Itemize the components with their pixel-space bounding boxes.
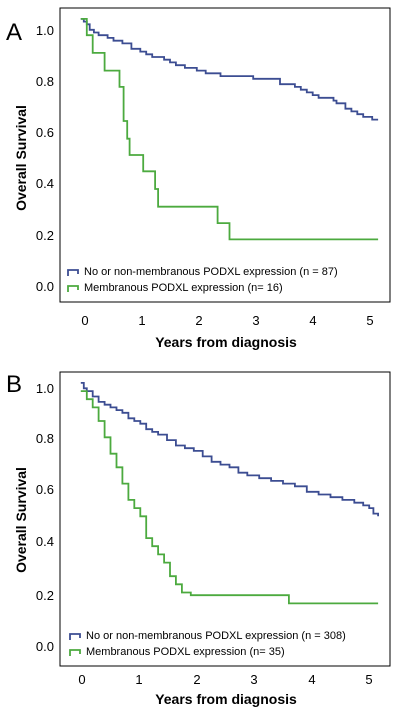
- curves-a: [80, 18, 379, 241]
- legend-b: No or non-membranous PODXL expression (n…: [69, 630, 346, 658]
- y-tick-label: 0.0: [36, 639, 54, 654]
- panel-letter-b: B: [6, 371, 22, 398]
- y-tick-label: 1.0: [36, 381, 54, 396]
- y-axis-title-b: Overall Survival: [13, 467, 29, 573]
- x-tick-label: 2: [193, 672, 200, 687]
- y-tick-label: 0.2: [36, 228, 54, 243]
- y-axis-title-a: Overall Survival: [13, 105, 29, 211]
- y-tick-label: 0.4: [36, 534, 54, 549]
- legend-swatch-non-membranous: [69, 633, 81, 640]
- plot-frame-b: [59, 371, 391, 667]
- y-tick-label: 0.6: [36, 482, 54, 497]
- y-tick-label: 1.0: [36, 23, 54, 38]
- plot-frame-a: [59, 7, 391, 303]
- panel-b: B 1.0 0.8 0.6 0.4 0.2 0.0 0 1 2 3 4 5 Ye…: [6, 371, 391, 707]
- survival-curve-non-membranous: [80, 18, 379, 121]
- panel-letter-a: A: [6, 19, 22, 46]
- legend-label-membranous: Membranous PODXL expression (n= 16): [84, 282, 283, 294]
- y-tick-label: 0.8: [36, 431, 54, 446]
- x-axis-title-a: Years from diagnosis: [155, 334, 297, 350]
- legend-label-non-membranous: No or non-membranous PODXL expression (n…: [84, 266, 338, 278]
- y-tick-label: 0.6: [36, 125, 54, 140]
- x-axis-b: 0 1 2 3 4 5: [78, 672, 372, 687]
- curves-b: [80, 382, 379, 605]
- x-tick-label: 0: [81, 313, 88, 328]
- x-tick-label: 3: [250, 672, 257, 687]
- y-axis-b: 1.0 0.8 0.6 0.4 0.2 0.0: [36, 381, 54, 654]
- legend-swatch-membranous: [69, 649, 81, 656]
- y-tick-label: 0.0: [36, 279, 54, 294]
- y-tick-label: 0.2: [36, 588, 54, 603]
- survival-curve-membranous: [80, 390, 379, 605]
- x-tick-label: 5: [366, 313, 373, 328]
- x-tick-label: 1: [138, 313, 145, 328]
- y-axis-a: 1.0 0.8 0.6 0.4 0.2 0.0: [36, 23, 54, 294]
- legend-label-non-membranous: No or non-membranous PODXL expression (n…: [86, 630, 346, 642]
- x-tick-label: 1: [135, 672, 142, 687]
- x-tick-label: 4: [308, 672, 315, 687]
- panel-a: A 1.0 0.8 0.6 0.4 0.2 0.0 0 1 2 3 4 5 Ye…: [6, 7, 391, 350]
- legend-swatch-membranous: [67, 285, 79, 292]
- legend-label-membranous: Membranous PODXL expression (n= 35): [86, 646, 285, 658]
- x-tick-label: 2: [195, 313, 202, 328]
- x-tick-label: 5: [365, 672, 372, 687]
- x-axis-title-b: Years from diagnosis: [155, 691, 297, 707]
- y-tick-label: 0.4: [36, 176, 54, 191]
- legend-a: No or non-membranous PODXL expression (n…: [67, 266, 338, 294]
- survival-curve-non-membranous: [80, 382, 379, 517]
- survival-curve-membranous: [80, 18, 379, 241]
- x-tick-label: 0: [78, 672, 85, 687]
- x-tick-label: 3: [252, 313, 259, 328]
- legend-swatch-non-membranous: [67, 269, 79, 276]
- y-tick-label: 0.8: [36, 74, 54, 89]
- x-tick-label: 4: [309, 313, 316, 328]
- x-axis-a: 0 1 2 3 4 5: [81, 313, 373, 328]
